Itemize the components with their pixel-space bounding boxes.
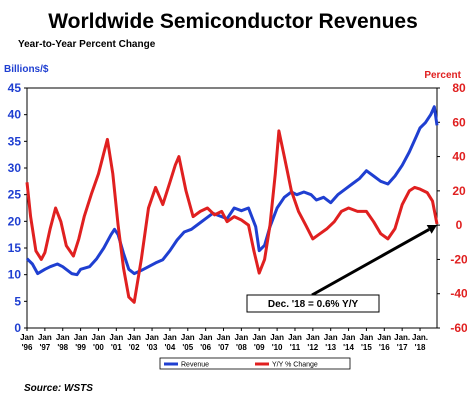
- left-tick-label: 30: [8, 161, 22, 175]
- x-tick-label-month: Jan: [342, 333, 356, 342]
- left-axis-ticks: 0 5 10 15 20 25 30 35 40 45: [8, 81, 27, 335]
- x-tick-label-year: '03: [147, 343, 158, 352]
- right-axis-ticks: -60 -40 -20 0 20 40 60 80: [437, 81, 467, 335]
- x-tick-label-year: '05: [182, 343, 193, 352]
- x-tick-label-month: Jan: [92, 333, 106, 342]
- plot-area-frame: [26, 87, 438, 329]
- x-tick-label-month: Jan: [306, 333, 320, 342]
- x-tick-label-month: Jan: [74, 333, 88, 342]
- left-tick-label: 10: [8, 268, 22, 282]
- right-tick-label: 0: [456, 218, 463, 232]
- annotation-box: [246, 294, 380, 313]
- x-tick-label-year: '13: [325, 343, 336, 352]
- x-tick-label-month: Jan: [217, 333, 231, 342]
- legend-yoy-label: Y/Y % Change: [272, 362, 318, 369]
- x-tick-label-month: Jan: [56, 333, 70, 342]
- left-tick-label: 25: [8, 188, 22, 202]
- x-tick-label-year: '01: [111, 343, 122, 352]
- x-tick-label-year: '16: [379, 343, 390, 352]
- chart-title: Worldwide Semiconductor Revenues: [48, 10, 418, 33]
- yoy-change-line: [25, 129, 439, 304]
- x-tick-label-month: Jan: [270, 333, 284, 342]
- x-axis-ticks: Jan'96Jan'97Jan'98Jan'99Jan'00Jan'01Jan'…: [20, 328, 428, 352]
- x-tick-label-month: Jan.: [394, 333, 410, 342]
- x-tick-label-month: Jan: [20, 333, 34, 342]
- annotation-arrow-line: [311, 228, 430, 297]
- x-tick-label-month: Jan: [377, 333, 391, 342]
- right-tick-label: 40: [452, 150, 466, 164]
- left-tick-label: 5: [14, 294, 21, 308]
- x-tick-label-month: Jan: [199, 333, 213, 342]
- right-tick-label: -40: [450, 287, 467, 301]
- right-tick-label: -60: [450, 321, 467, 335]
- right-axis-title: Percent: [424, 70, 461, 81]
- x-tick-label-year: '99: [75, 343, 86, 352]
- x-tick-label-month: Jan: [360, 333, 374, 342]
- x-tick-label-month: Jan: [127, 333, 141, 342]
- x-tick-label-year: '09: [254, 343, 265, 352]
- left-tick-label: 20: [8, 214, 22, 228]
- x-tick-label-year: '00: [93, 343, 104, 352]
- annotation-arrowhead: [426, 225, 437, 234]
- chart-subtitle: Year-to-Year Percent Change: [18, 39, 156, 50]
- x-tick-label-year: '96: [22, 343, 33, 352]
- left-axis-title: Billions/$: [4, 64, 49, 75]
- x-tick-label-month: Jan: [252, 333, 266, 342]
- source-note: Source: WSTS: [24, 383, 93, 394]
- x-tick-label-year: '02: [129, 343, 140, 352]
- right-tick-label: 20: [452, 184, 466, 198]
- x-tick-label-month: Jan: [324, 333, 338, 342]
- x-tick-label-month: Jan: [38, 333, 52, 342]
- left-tick-label: 45: [8, 81, 22, 95]
- x-tick-label-month: Jan: [163, 333, 177, 342]
- x-tick-label-year: '10: [272, 343, 283, 352]
- legend-revenue-label: Revenue: [181, 362, 209, 369]
- x-tick-label-month: Jan: [181, 333, 195, 342]
- right-tick-label: -20: [450, 252, 467, 266]
- x-tick-label-year: '15: [361, 343, 372, 352]
- left-tick-label: 40: [8, 108, 22, 122]
- x-tick-label-year: '11: [290, 343, 301, 352]
- left-tick-label: 0: [14, 321, 21, 335]
- right-tick-label: 60: [452, 115, 466, 129]
- x-tick-label-year: '98: [57, 343, 68, 352]
- left-tick-label: 15: [8, 241, 22, 255]
- x-tick-label-year: '12: [307, 343, 318, 352]
- right-tick-label: 80: [452, 81, 466, 95]
- x-tick-label-month: Jan: [145, 333, 159, 342]
- x-tick-label-year: '14: [343, 343, 354, 352]
- left-tick-label: 35: [8, 134, 22, 148]
- annotation-text: Dec. '18 = 0.6% Y/Y: [268, 299, 359, 310]
- x-tick-label-year: '17: [397, 343, 408, 352]
- x-tick-label-month: Jan: [109, 333, 123, 342]
- x-tick-label-year: '08: [236, 343, 247, 352]
- x-tick-label-month: Jan: [234, 333, 248, 342]
- revenue-line: [25, 105, 439, 277]
- x-tick-label-year: '04: [165, 343, 176, 352]
- x-tick-label-year: '06: [200, 343, 211, 352]
- x-tick-label-year: '97: [39, 343, 50, 352]
- x-tick-label-year: '18: [415, 343, 426, 352]
- x-tick-label-month: Jan.: [412, 333, 428, 342]
- x-tick-label-month: Jan: [288, 333, 302, 342]
- x-tick-label-year: '07: [218, 343, 229, 352]
